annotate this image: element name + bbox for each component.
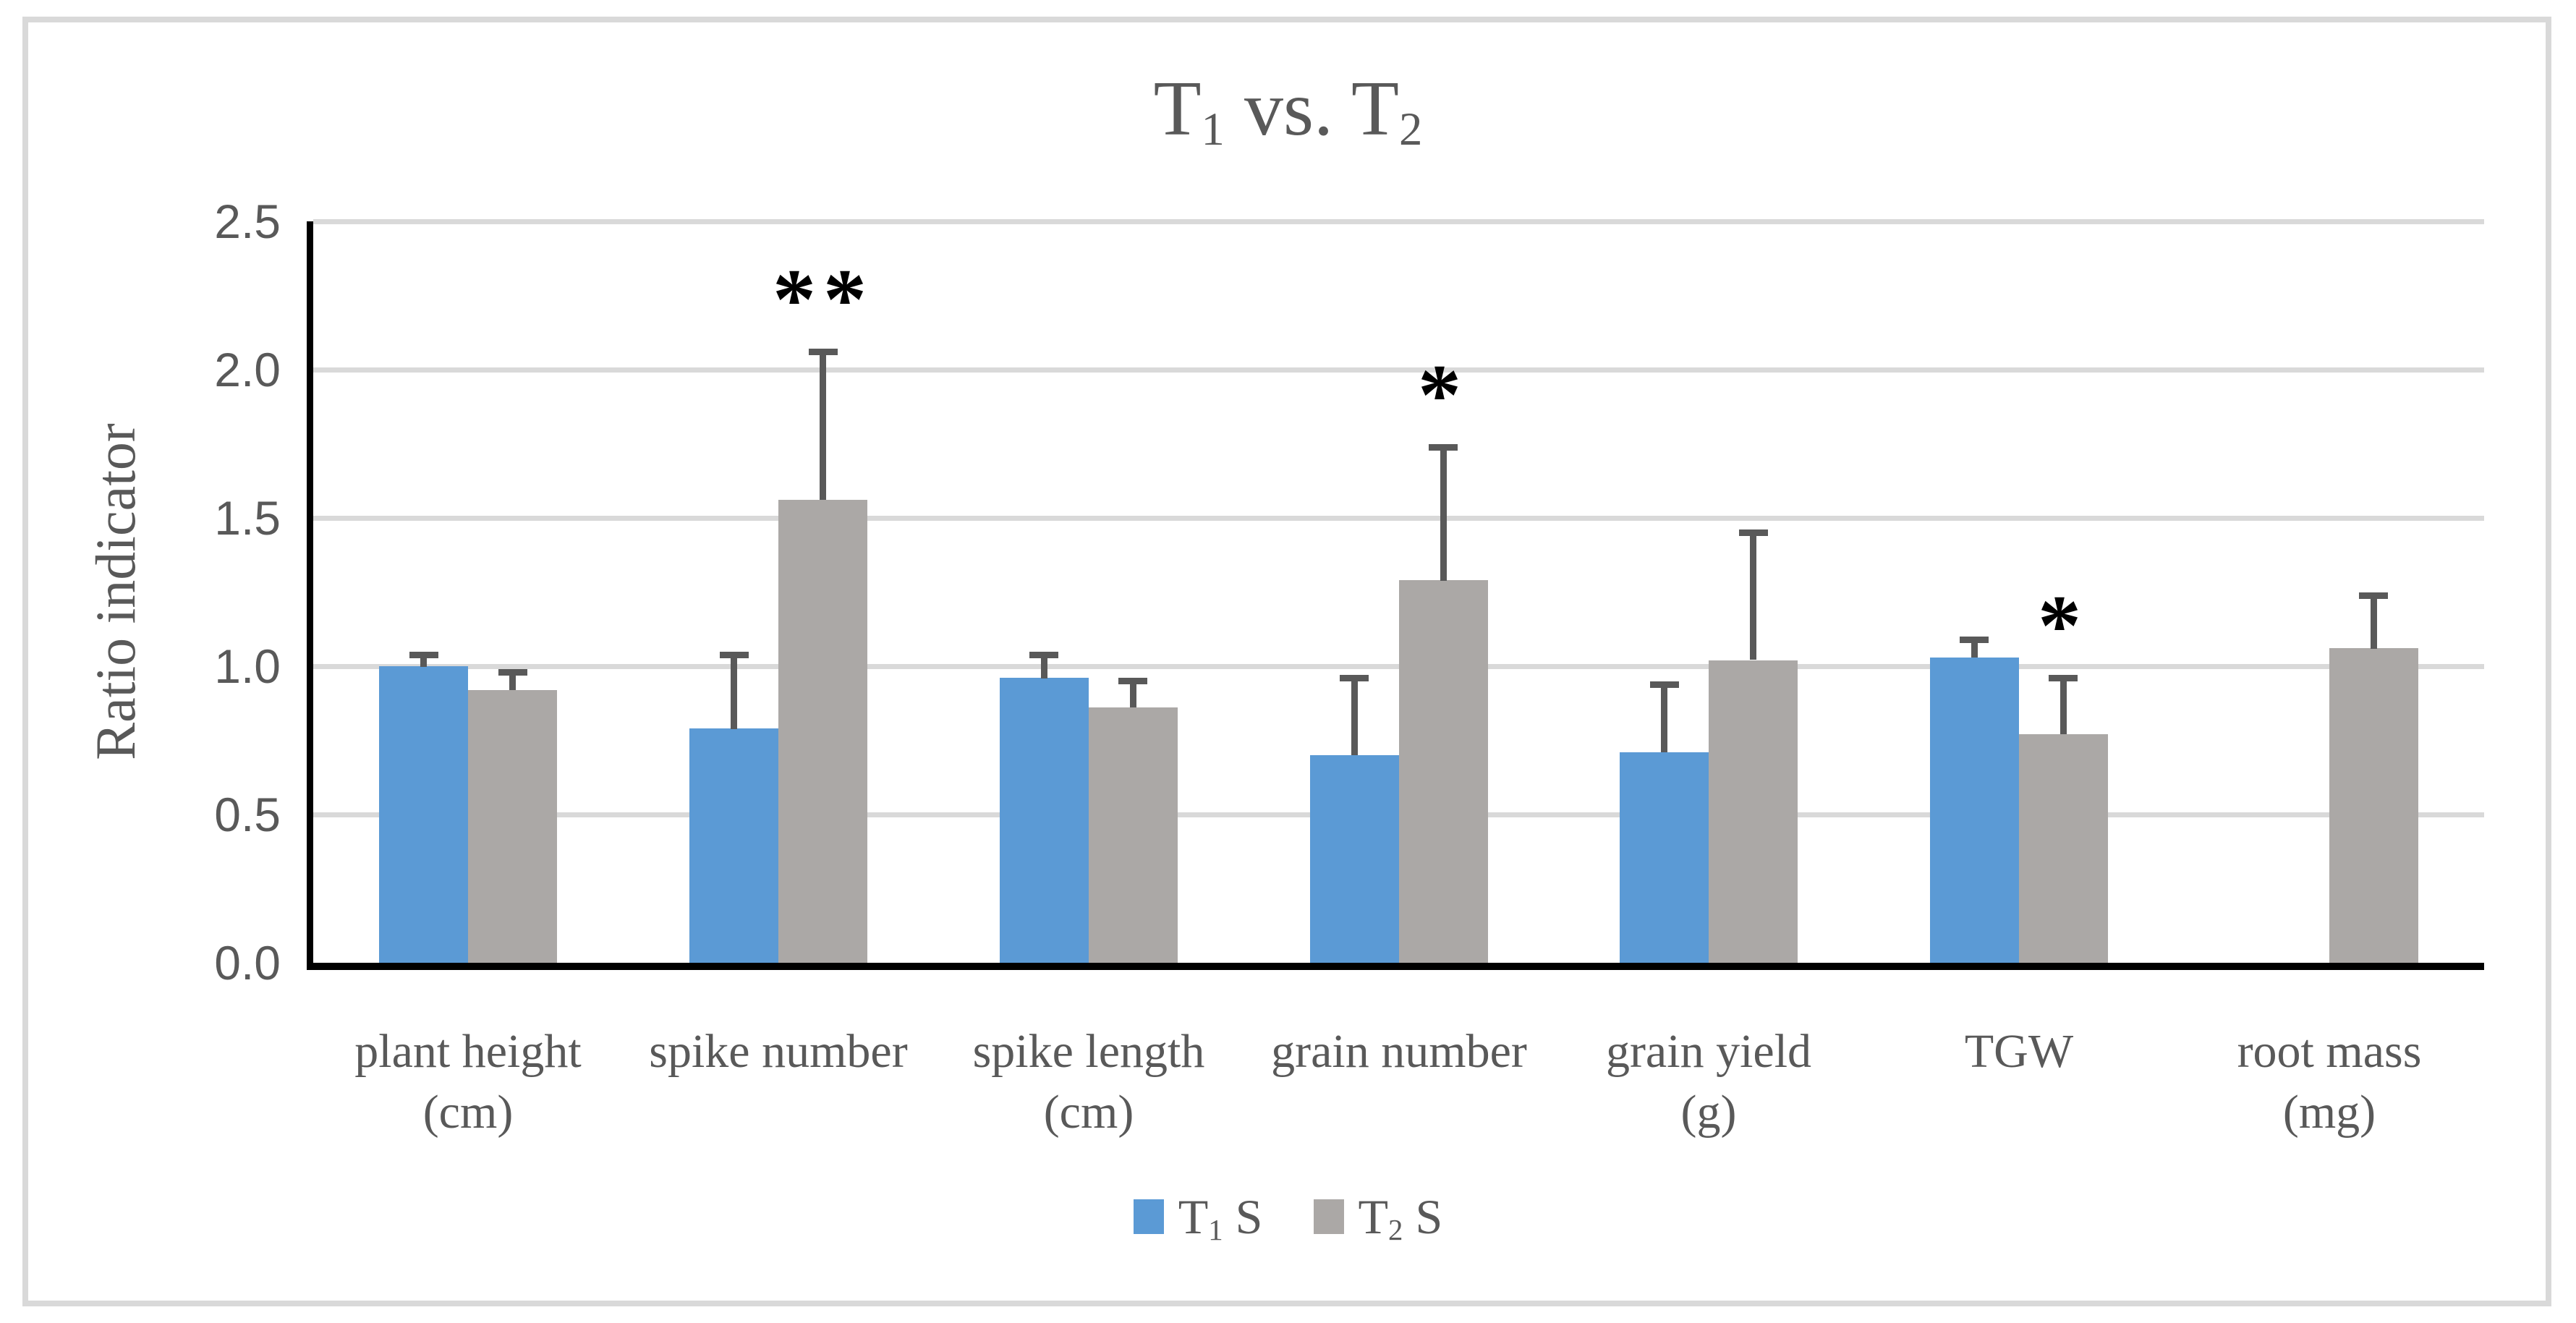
legend-label-suffix: S [1223,1189,1263,1244]
error-bar-whisker [1440,444,1447,581]
error-bar-cap [409,652,438,658]
category-label: plant height (cm) [354,1025,582,1139]
category-label: root mass (mg) [2237,1025,2422,1139]
error-bar-cap [2049,675,2078,681]
legend-item-t1s: T1 S [1133,1189,1263,1245]
bar-t1s-5 [1620,752,1709,963]
category-label: grain yield (g) [1605,1025,1812,1139]
error-bar-whisker [820,349,826,500]
error-bar-whisker [1130,678,1136,707]
title-subscript-2: 2 [1399,103,1423,156]
y-tick-label: 1.5 [214,491,281,545]
bar-t2s-7 [2329,648,2418,963]
error-bar-whisker [2371,592,2377,649]
bar-t2s-1 [468,690,557,963]
error-bar-whisker [420,652,427,667]
y-tick-label: 0.5 [214,788,281,841]
legend-label-t2s: T2 S [1358,1189,1443,1245]
legend-label-text: T [1178,1189,1209,1244]
legend-label-suffix: S [1403,1189,1443,1244]
error-bar-whisker [2060,675,2067,734]
bar-t2s-3 [1089,707,1178,963]
category-label: grain number [1271,1025,1527,1078]
legend-swatch-t2s [1313,1199,1344,1234]
bar-t1s-2 [689,728,778,963]
y-axis-line [307,221,313,970]
bar-t1s-1 [379,666,468,963]
error-bar-whisker [1971,637,1978,658]
error-bar-cap [1029,652,1058,658]
error-bar-cap [720,652,749,658]
error-bar-whisker [731,652,737,729]
category-label: TGW [1964,1025,2074,1078]
error-bar-cap [1650,681,1679,688]
title-text-mid: vs. [1224,66,1352,152]
error-bar-cap [498,669,527,676]
chart-title: T1 vs. T2 [0,66,2576,156]
gridline [313,664,2484,669]
title-text: T [1153,66,1202,152]
legend-label-text: T [1358,1189,1389,1244]
legend-swatch-t1s [1133,1199,1164,1234]
legend-label-t1s: T1 S [1178,1189,1263,1245]
significance-marker: ** [773,251,874,347]
significance-marker: * [1418,346,1468,443]
legend-label-subscript: 2 [1388,1213,1403,1246]
x-axis-line [307,963,2484,970]
y-tick-label: 0.0 [214,936,281,990]
error-bar-whisker [1661,681,1667,752]
bar-t1s-3 [1000,678,1089,963]
y-tick-label: 1.0 [214,639,281,693]
legend: T1 S T2 S [0,1189,2576,1245]
error-bar-whisker [1750,529,1756,660]
title-subscript-1: 1 [1201,103,1225,156]
title-text-2: T [1351,66,1400,152]
gridline [313,219,2484,224]
error-bar-cap [1960,637,1989,643]
y-tick-label: 2.0 [214,343,281,396]
error-bar-cap [809,349,838,355]
error-bar-cap [1118,678,1147,684]
y-axis-title: Ratio indicator [84,423,147,760]
legend-label-subscript: 1 [1208,1213,1223,1246]
category-label: spike length (cm) [972,1025,1205,1139]
error-bar-cap [1739,529,1768,536]
gridline [313,367,2484,373]
error-bar-whisker [1351,675,1358,755]
y-tick-label: 2.5 [214,195,281,248]
bar-t1s-4 [1310,755,1399,963]
error-bar-cap [2359,592,2388,599]
error-bar-cap [1340,675,1369,681]
significance-marker: * [2038,577,2088,673]
bar-t2s-2 [778,500,867,963]
gridline [313,516,2484,521]
error-bar-cap [1429,444,1458,451]
bar-t2s-5 [1709,660,1798,963]
bar-t2s-6 [2019,734,2108,963]
error-bar-whisker [509,669,516,690]
bar-t1s-6 [1930,658,2019,963]
bar-t2s-4 [1399,580,1488,963]
category-label: spike number [649,1025,908,1078]
error-bar-whisker [1041,652,1047,678]
legend-item-t2s: T2 S [1313,1189,1443,1245]
